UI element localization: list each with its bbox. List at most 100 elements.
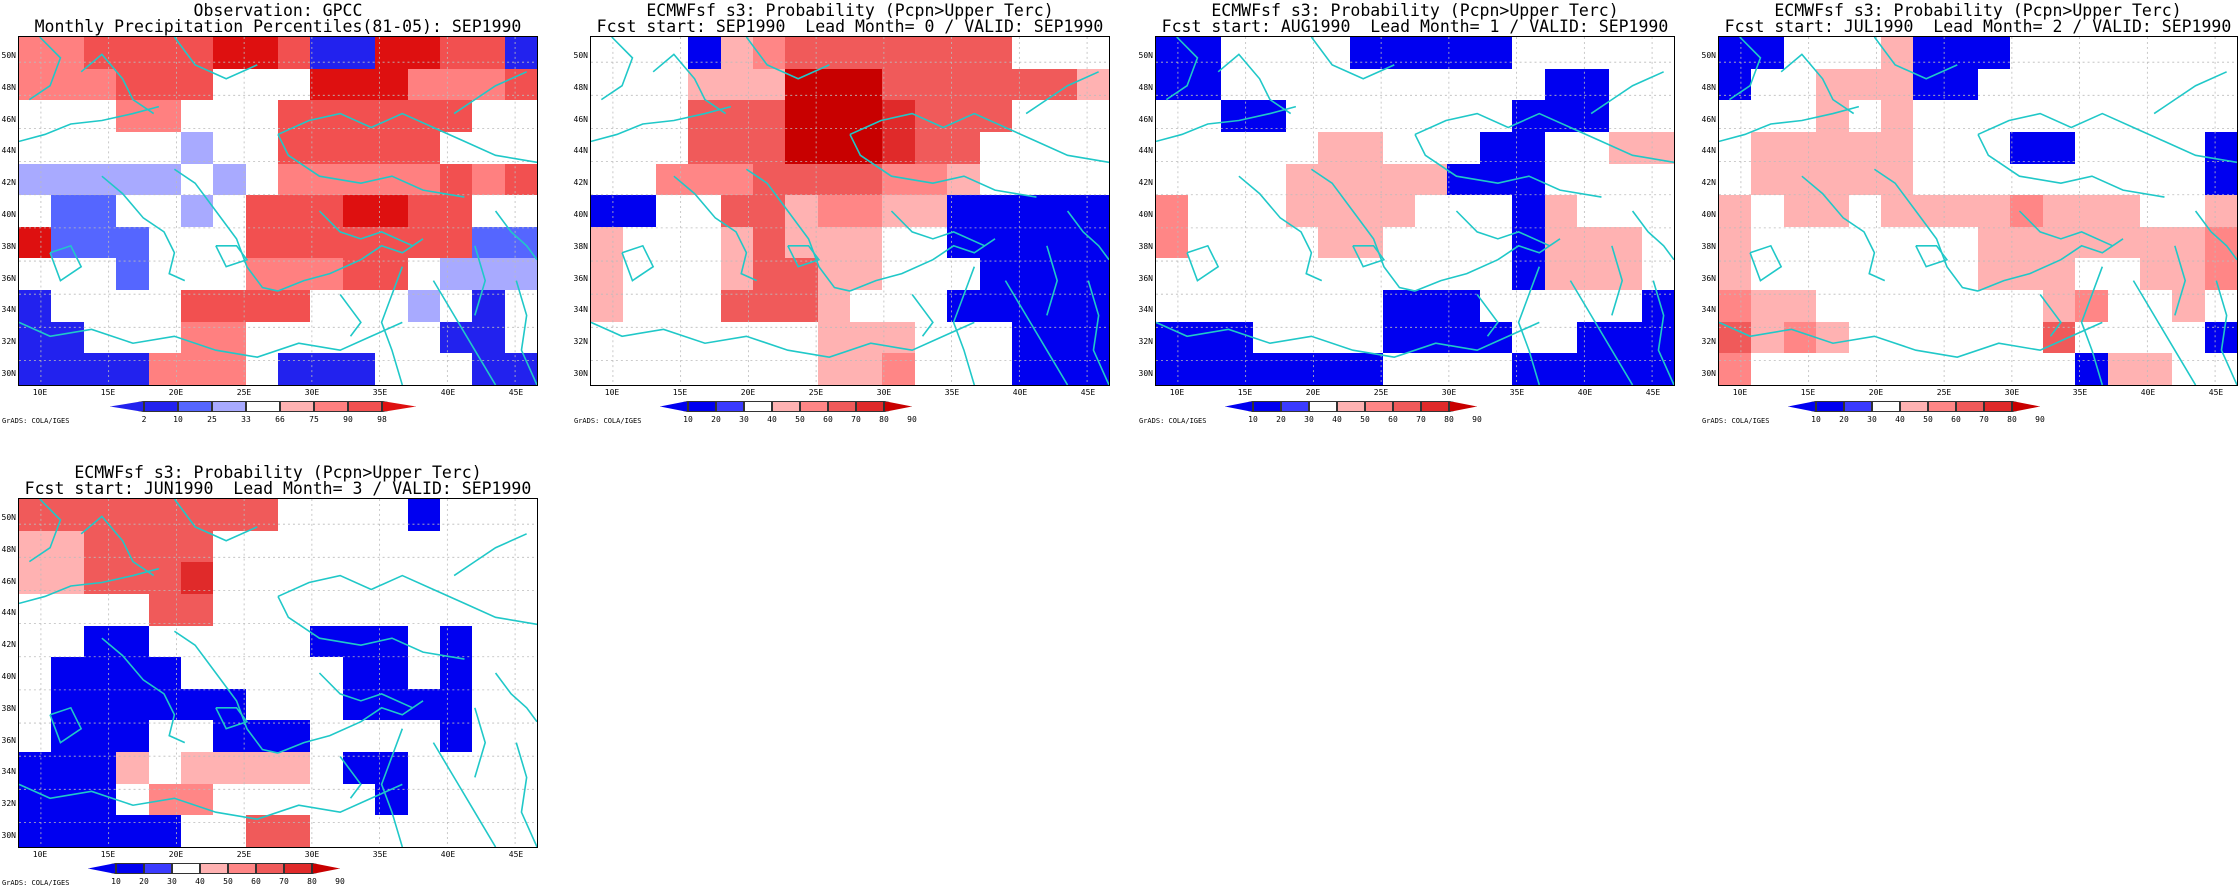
latitude-tick-label: 30N	[1701, 369, 1716, 378]
map-cell	[1415, 353, 1448, 385]
map-cell	[342, 657, 376, 689]
colorbar-tick-label: 50	[1360, 415, 1370, 424]
map-cell	[688, 226, 721, 259]
map-cell	[1751, 68, 1784, 101]
coastline	[453, 533, 527, 577]
coastline	[494, 672, 537, 723]
map-cell	[1350, 195, 1383, 227]
map-cell	[623, 290, 656, 322]
map-cell	[1382, 258, 1415, 291]
map-cell	[1978, 37, 2011, 69]
map-cell	[1751, 131, 1784, 164]
map-cell	[504, 499, 537, 531]
map-cell	[1751, 163, 1784, 196]
map-cell	[1447, 37, 1480, 69]
map-cell	[1609, 37, 1642, 69]
longitude-tick-label: 10E	[604, 388, 620, 397]
map-cell	[1479, 131, 1513, 164]
map-cell	[1220, 131, 1254, 164]
map-cell	[1913, 353, 1946, 385]
panel-subtitle: Monthly Precipitation Percentiles(81-05)…	[34, 17, 522, 36]
map-cell	[882, 195, 915, 227]
map-cell	[116, 131, 149, 164]
map-cell	[51, 226, 84, 259]
latitude-tick-label: 40N	[1138, 210, 1153, 219]
map-cell	[83, 37, 117, 69]
map-cell	[504, 195, 537, 227]
coastline	[380, 266, 404, 385]
colorbar-tick-label: 66	[275, 415, 285, 424]
colorbar-segment	[660, 401, 688, 412]
map-cell	[83, 100, 117, 132]
map-cell	[180, 530, 214, 563]
map-cell	[1751, 195, 1784, 227]
map-cell	[116, 290, 149, 322]
colorbar-tick-label: 70	[1979, 415, 1989, 424]
map-cell	[1350, 258, 1383, 291]
coastline	[1046, 245, 1059, 316]
map-cell	[472, 720, 505, 753]
longitude-tick-label: 35E	[944, 388, 960, 397]
map-cell	[148, 625, 181, 658]
map-cell	[310, 657, 343, 689]
graticule-and-coastlines	[591, 37, 1109, 385]
map-cell	[51, 530, 84, 563]
map-cell	[1044, 195, 1077, 227]
map-panel: ECMWFsf s3: Probability (Pcpn>Upper Terc…	[1139, 0, 1675, 430]
colorbar-segment	[116, 863, 144, 874]
map-cell	[439, 163, 473, 196]
map-cell	[83, 195, 117, 227]
map-cell	[655, 163, 689, 196]
colorbar-segment	[1844, 401, 1872, 412]
map-cell	[1816, 68, 1849, 101]
map-cell	[472, 163, 505, 196]
colorbar-tick-label: 50	[1923, 415, 1933, 424]
map-cell	[1945, 100, 1978, 132]
coastline	[19, 783, 403, 820]
latitude-tick-label: 50N	[1701, 51, 1716, 60]
map-cell	[439, 195, 473, 227]
colorbar-tick-label: 80	[879, 415, 889, 424]
map-cell	[1719, 258, 1752, 291]
panel-subtitle: Fcst start: SEP1990 Lead Month= 0 / VALI…	[596, 17, 1104, 36]
map-cell	[472, 353, 505, 385]
map-cell	[1512, 68, 1545, 101]
latitude-tick-label: 30N	[573, 369, 588, 378]
coastline	[1977, 238, 2124, 292]
map-cell	[407, 752, 440, 784]
map-cell	[623, 37, 656, 69]
map-cell	[655, 290, 689, 322]
colorbar-segment	[284, 863, 312, 874]
map-cell	[245, 530, 278, 563]
map-cell	[310, 37, 343, 69]
longitude-tick-label: 40E	[440, 850, 456, 859]
map-cell	[591, 163, 624, 196]
coastline	[215, 245, 249, 268]
map-cell	[375, 68, 408, 101]
map-cell	[1044, 353, 1077, 385]
map-cell	[1783, 226, 1817, 259]
map-cell	[19, 657, 52, 689]
map-cell	[1011, 353, 1045, 385]
map-cell	[1641, 321, 1674, 354]
colorbar-tick-label: 70	[1416, 415, 1426, 424]
map-cell	[51, 68, 84, 101]
coastline	[49, 244, 83, 282]
coastline	[1517, 266, 1541, 385]
colorbar: 2 10 25 33 66 75 90 98	[110, 401, 416, 424]
colorbar-tick-label: 40	[1332, 415, 1342, 424]
longitude-tick-label: 15E	[100, 388, 116, 397]
colorbar-tick-label: 90	[1472, 415, 1482, 424]
map-cell	[1783, 37, 1817, 69]
map-cell	[245, 593, 278, 626]
latitude-tick-label: 44N	[1, 608, 16, 618]
map-cell	[1880, 258, 1914, 291]
map-cell	[245, 625, 278, 658]
map-cell	[83, 499, 117, 531]
map-cell	[1816, 290, 1849, 322]
map-cell	[1945, 37, 1978, 69]
map-cell	[504, 258, 537, 291]
map-cell	[817, 131, 850, 164]
longitude-tick-label: 20E	[740, 388, 756, 397]
latitude-tick-label: 34N	[573, 305, 588, 315]
